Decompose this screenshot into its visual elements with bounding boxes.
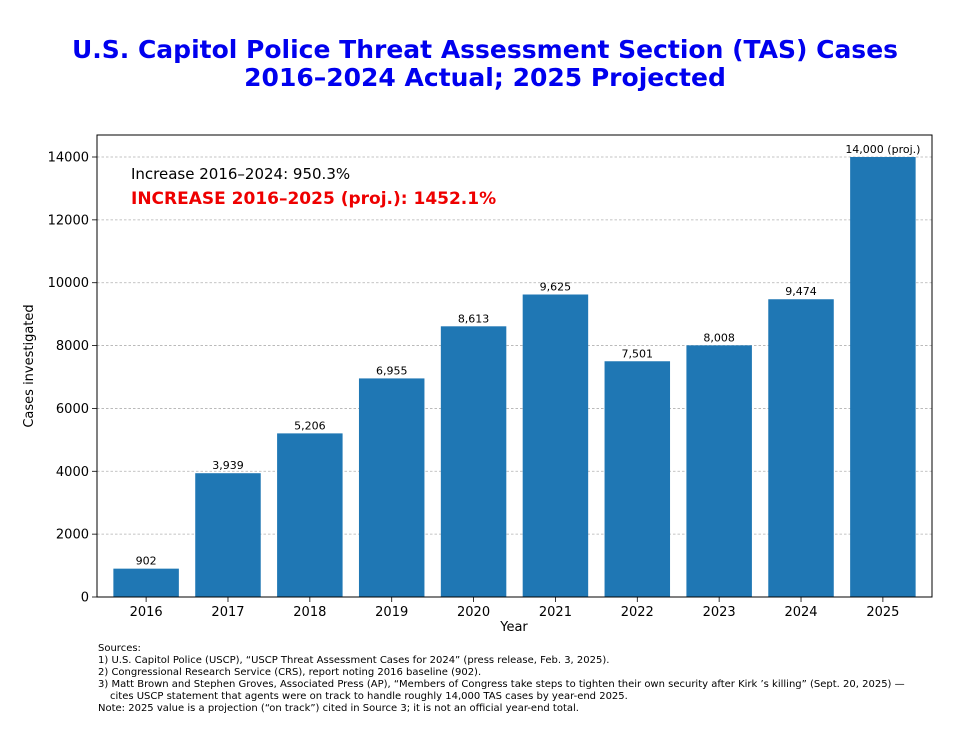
x-tick-label: 2019 (375, 605, 408, 620)
bar-2023 (686, 345, 752, 597)
data-label-2017: 3,939 (212, 459, 244, 472)
x-tick-label: 2024 (784, 605, 817, 620)
x-tick-label: 2025 (866, 605, 899, 620)
chart-title-line-2: 2016–2024 Actual; 2025 Projected (244, 63, 726, 92)
y-axis-label: Cases investigated (22, 304, 37, 427)
x-tick-label: 2023 (703, 605, 736, 620)
y-tick-label: 0 (81, 591, 89, 606)
x-tick-label: 2016 (130, 605, 163, 620)
bar-2017 (195, 473, 261, 597)
data-label-2019: 6,955 (376, 364, 408, 377)
x-tick-label: 2022 (621, 605, 654, 620)
bars (113, 157, 916, 597)
y-tick-label: 10000 (48, 276, 89, 291)
y-tick-label: 2000 (56, 528, 89, 543)
data-label-2021: 9,625 (540, 281, 572, 294)
source-3-continued: cites USCP statement that agents were on… (110, 691, 628, 702)
bar-2016 (113, 568, 179, 597)
sources-block: Sources: 1) U.S. Capitol Police (USCP), … (98, 643, 963, 715)
bar-2024 (768, 299, 834, 597)
data-labels: 902 3,939 5,206 6,955 8,613 9,625 7,501 8,008 9,… (136, 143, 921, 568)
data-label-2024: 9,474 (785, 285, 817, 298)
data-label-2018: 5,206 (294, 419, 326, 432)
data-label-2023: 8,008 (703, 331, 735, 344)
source-3: 3) Matt Brown and Stephen Groves, Associ… (98, 679, 905, 690)
data-label-2016: 902 (136, 555, 157, 568)
bar-2019 (358, 378, 425, 597)
y-tick-label: 4000 (56, 465, 89, 480)
x-tick-label: 2018 (293, 605, 326, 620)
x-tick-label: 2017 (211, 605, 244, 620)
projection-note: Note: 2025 value is a projection (“on tr… (98, 703, 579, 714)
chart-title-line-1: U.S. Capitol Police Threat Assessment Se… (71, 35, 899, 64)
x-tick-label: 2020 (457, 605, 490, 620)
sources-heading: Sources: (98, 643, 141, 654)
axes: 0 2000 4000 6000 8000 10000 12000 14000 2016 2017… (48, 134, 933, 620)
y-tick-label: 12000 (48, 213, 89, 228)
x-axis-label: Year (499, 620, 528, 635)
bar-2018 (277, 433, 343, 597)
data-label-2020: 8,613 (458, 312, 490, 325)
y-tick-label: 14000 (48, 151, 89, 166)
bar-2022 (604, 361, 671, 597)
bar-chart: 902 3,939 5,206 6,955 8,613 9,625 7,501 8,008 9,… (22, 134, 933, 635)
plot-frame (96, 134, 933, 598)
bar-2020 (440, 326, 507, 597)
annotation-increase-2025: INCREASE 2016–2025 (proj.): 1452.1% (131, 189, 496, 209)
data-label-2025: 14,000 (proj.) (845, 143, 920, 156)
bar-2025 (850, 157, 916, 597)
annotation-increase-2024: Increase 2016–2024: 950.3% (131, 165, 350, 183)
y-tick-label: 6000 (56, 402, 89, 417)
source-2: 2) Congressional Research Service (CRS),… (98, 667, 482, 678)
y-tick-label: 8000 (56, 339, 89, 354)
data-label-2022: 7,501 (622, 347, 654, 360)
x-tick-label: 2021 (539, 605, 572, 620)
source-1: 1) U.S. Capitol Police (USCP), “USCP Thr… (98, 655, 610, 666)
bar-2021 (522, 294, 589, 597)
